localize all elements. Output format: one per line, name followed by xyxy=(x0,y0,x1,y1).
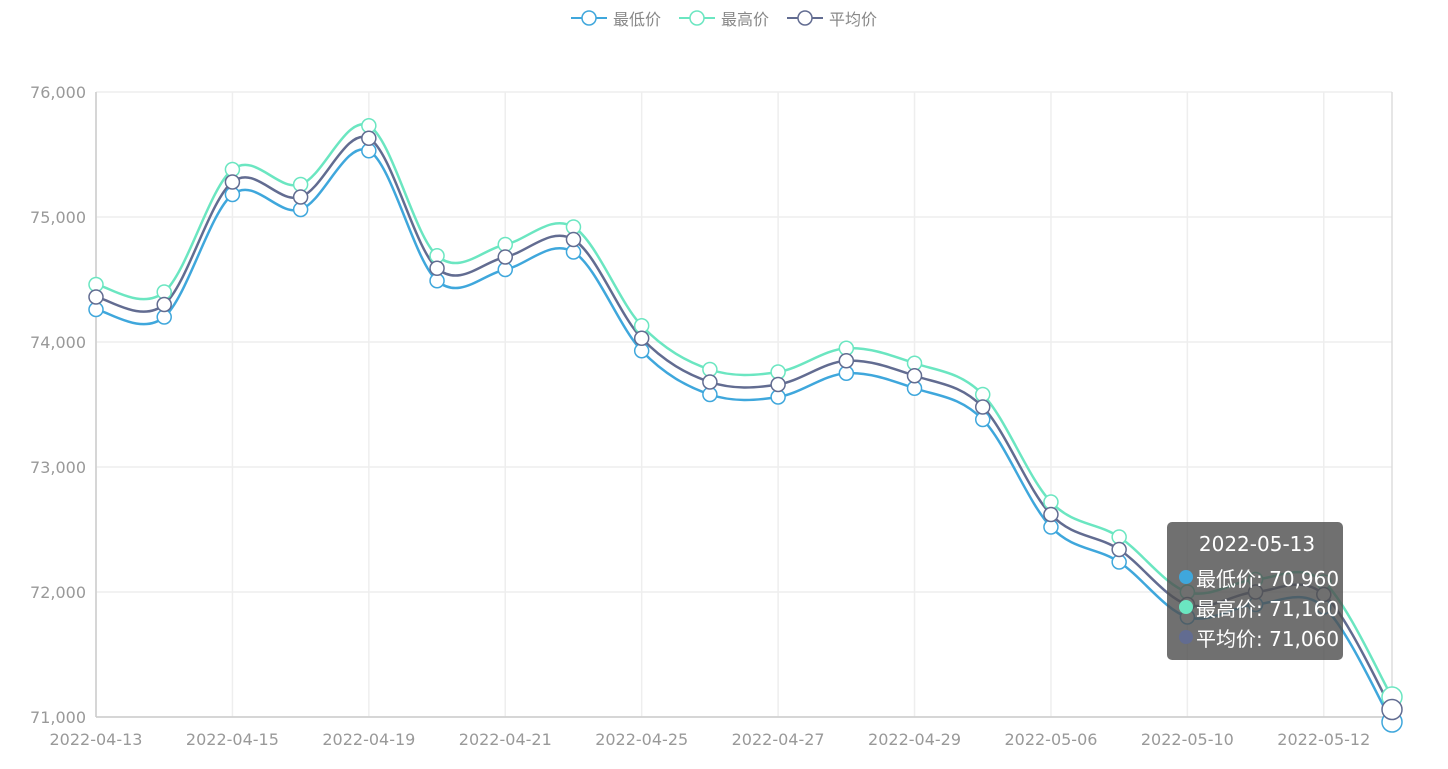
data-point-2 xyxy=(770,376,786,393)
data-point-2 xyxy=(633,330,650,346)
tooltip-label-low: 最低价: 70,960 xyxy=(1196,566,1340,591)
tooltip: 2022-05-13 最低价: 70,960 最高价: 71,160 平均价: … xyxy=(1167,522,1343,660)
legend-label-avg: 平均价 xyxy=(829,10,878,29)
x-tick-label: 2022-05-10 xyxy=(1141,730,1234,749)
legend-item-high[interactable]: 最高价 xyxy=(678,6,769,30)
y-axis-labels: 71,000 72,000 73,000 74,000 75,000 76,000 xyxy=(30,83,86,727)
x-tick-label: 2022-04-27 xyxy=(732,730,825,749)
x-axis-labels: 2022-04-13 2022-04-15 2022-04-19 2022-04-21… xyxy=(50,730,1371,749)
y-tick-label: 71,000 xyxy=(30,708,86,727)
tooltip-row-high: 最高价: 71,160 xyxy=(1179,592,1339,622)
x-tick-label: 2022-05-12 xyxy=(1277,730,1370,749)
data-point-2 xyxy=(88,289,104,305)
tooltip-row-low: 最低价: 70,960 xyxy=(1179,562,1339,592)
tooltip-dot-low xyxy=(1179,570,1193,584)
tooltip-title: 2022-05-13 xyxy=(1198,532,1316,556)
x-tick-label: 2022-04-25 xyxy=(595,730,688,749)
data-point-2 xyxy=(906,368,923,384)
data-point-2 xyxy=(292,189,309,205)
data-point-2 xyxy=(224,174,241,190)
data-point-2 xyxy=(1111,541,1127,558)
x-tick-label: 2022-04-19 xyxy=(322,730,415,749)
data-point-2 xyxy=(497,249,514,265)
x-tick-label: 2022-05-06 xyxy=(1004,730,1097,749)
tooltip-dot-avg xyxy=(1179,630,1193,644)
y-tick-label: 75,000 xyxy=(30,208,86,227)
data-point-2 xyxy=(974,399,991,415)
legend-item-low[interactable]: 最低价 xyxy=(570,6,661,30)
legend-item-avg[interactable]: 平均价 xyxy=(787,6,877,30)
data-point-2 xyxy=(838,353,855,369)
data-point-2 xyxy=(702,374,718,390)
data-point-2 xyxy=(156,296,172,313)
axes xyxy=(95,92,1392,718)
x-tick-label: 2022-04-29 xyxy=(868,730,961,749)
legend-label-low: 最低价 xyxy=(612,10,661,29)
data-point-2 xyxy=(429,260,445,276)
y-tick-label: 73,000 xyxy=(30,458,86,477)
y-tick-label: 76,000 xyxy=(30,83,86,102)
y-tick-label: 72,000 xyxy=(30,583,86,602)
x-tick-label: 2022-04-21 xyxy=(459,730,552,749)
data-point-2 xyxy=(1043,506,1059,523)
grid xyxy=(95,91,1393,718)
x-tick-label: 2022-04-13 xyxy=(50,730,143,749)
y-tick-label: 74,000 xyxy=(30,333,86,352)
data-point-2 xyxy=(361,130,377,146)
tooltip-label-avg: 平均价: 71,060 xyxy=(1196,626,1340,651)
legend-label-high: 最高价 xyxy=(720,10,769,29)
x-tick-label: 2022-04-15 xyxy=(186,730,279,749)
tooltip-dot-high xyxy=(1179,600,1193,614)
data-point-2 xyxy=(1381,698,1403,721)
data-point-2 xyxy=(565,231,582,248)
legend-symbol-high xyxy=(678,10,715,26)
legend-symbol-avg xyxy=(787,10,823,26)
tooltip-label-high: 最高价: 71,160 xyxy=(1196,596,1340,621)
legend: 最低价 最高价 平均价 xyxy=(0,6,1448,30)
tooltip-row-avg: 平均价: 71,060 xyxy=(1179,622,1339,652)
legend-symbol-low xyxy=(570,10,607,26)
